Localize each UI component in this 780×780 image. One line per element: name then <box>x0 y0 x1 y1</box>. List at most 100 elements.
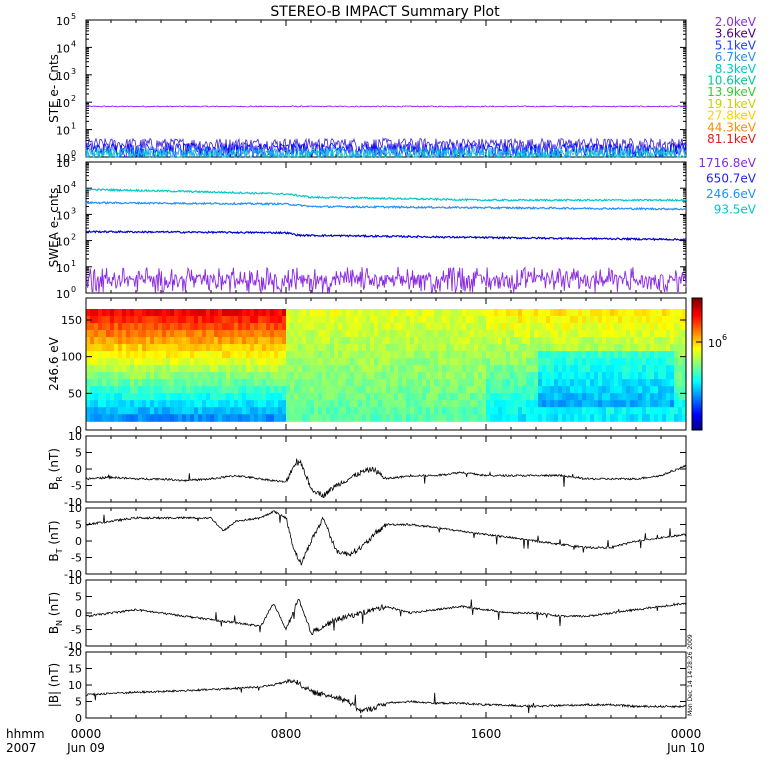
pad-cell <box>566 386 571 394</box>
pad-cell <box>422 393 427 401</box>
pad-cell <box>166 414 171 422</box>
pad-cell <box>134 358 139 366</box>
pad-cell <box>630 330 635 338</box>
mag-bn-ylabel: BN (nT) <box>47 592 64 634</box>
pad-cell <box>462 400 467 408</box>
mag-b-ytick-label: 15 <box>68 663 82 676</box>
pad-cell <box>542 344 547 352</box>
pad-cell <box>622 393 627 401</box>
pad-cell <box>134 407 139 415</box>
pad-cell <box>210 337 215 345</box>
pad-cell <box>110 372 115 380</box>
pad-cell <box>482 351 487 359</box>
pad-cell <box>562 400 567 408</box>
pad-cell <box>434 393 439 401</box>
pad-cell <box>118 344 123 352</box>
pad-cell <box>118 337 123 345</box>
pad-cell <box>646 351 651 359</box>
pad-cell <box>582 379 587 387</box>
pad-cell <box>430 407 435 415</box>
pad-cell <box>506 316 511 324</box>
pad-cell <box>522 323 527 331</box>
pad-cell <box>246 365 251 373</box>
pad-cell <box>138 337 143 345</box>
pad-cell <box>506 358 511 366</box>
pad-cell <box>254 386 259 394</box>
pad-cell <box>514 372 519 380</box>
pad-cell <box>578 372 583 380</box>
pad-cell <box>498 365 503 373</box>
pad-cell <box>554 351 559 359</box>
pad-cell <box>510 316 515 324</box>
pad-cell <box>146 309 151 317</box>
pad-cell <box>174 414 179 422</box>
pad-cell <box>162 407 167 415</box>
pad-cell <box>666 386 671 394</box>
pad-colorbar-step <box>692 402 702 405</box>
pad-cell <box>678 393 683 401</box>
pad-cell <box>262 330 267 338</box>
pad-cell <box>254 372 259 380</box>
pad-cell <box>574 386 579 394</box>
swea-legend-item: 246.6eV <box>706 187 757 201</box>
pad-cell <box>162 379 167 387</box>
pad-cell <box>170 365 175 373</box>
pad-cell <box>470 358 475 366</box>
pad-cell <box>214 393 219 401</box>
pad-cell <box>338 358 343 366</box>
pad-cell <box>146 393 151 401</box>
pad-cell <box>90 372 95 380</box>
pad-cell <box>498 309 503 317</box>
pad-cell <box>250 330 255 338</box>
pad-cell <box>530 344 535 352</box>
pad-cell <box>106 400 111 408</box>
pad-cell <box>478 400 483 408</box>
pad-cell <box>594 372 599 380</box>
pad-cell <box>430 337 435 345</box>
pad-cell <box>518 351 523 359</box>
pad-cell <box>358 372 363 380</box>
pad-cell <box>654 386 659 394</box>
pad-cell <box>150 393 155 401</box>
pad-cell <box>230 344 235 352</box>
pad-cell <box>558 372 563 380</box>
pad-cell <box>362 365 367 373</box>
pad-cell <box>286 365 291 373</box>
pad-cell <box>250 358 255 366</box>
pad-cell <box>574 400 579 408</box>
pad-cell <box>658 309 663 317</box>
pad-cell <box>558 323 563 331</box>
pad-cell <box>490 393 495 401</box>
pad-cell <box>206 393 211 401</box>
pad-cell <box>418 372 423 380</box>
pad-cell <box>314 309 319 317</box>
pad-cell <box>606 372 611 380</box>
pad-cell <box>626 316 631 324</box>
pad-cell <box>298 351 303 359</box>
pad-cell <box>218 414 223 422</box>
pad-cell <box>382 379 387 387</box>
pad-cell <box>314 358 319 366</box>
pad-cell <box>102 393 107 401</box>
pad-cell <box>434 365 439 373</box>
pad-cell <box>438 323 443 331</box>
pad-cell <box>578 393 583 401</box>
pad-cell <box>378 379 383 387</box>
pad-cell <box>654 344 659 352</box>
pad-cell <box>118 316 123 324</box>
pad-cell <box>402 379 407 387</box>
pad-cell <box>166 337 171 345</box>
pad-cell <box>314 351 319 359</box>
pad-cell <box>254 323 259 331</box>
pad-cell <box>138 330 143 338</box>
pad-cell <box>334 337 339 345</box>
pad-cell <box>302 386 307 394</box>
pad-cell <box>154 337 159 345</box>
pad-cell <box>262 365 267 373</box>
pad-cell <box>534 386 539 394</box>
pad-cell <box>302 316 307 324</box>
pad-cell <box>490 365 495 373</box>
pad-cell <box>394 330 399 338</box>
pad-cell <box>314 379 319 387</box>
pad-cell <box>166 316 171 324</box>
